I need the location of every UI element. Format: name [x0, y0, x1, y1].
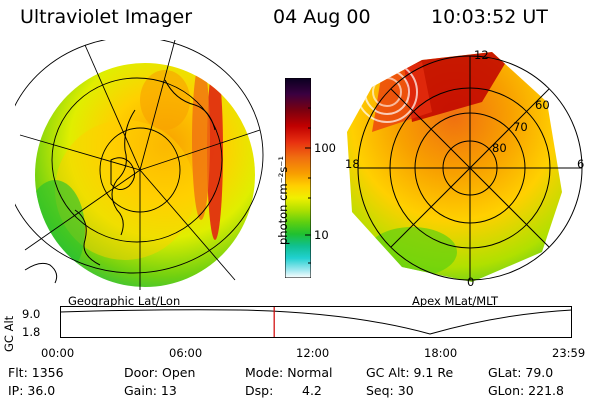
lat-label-80: 80	[492, 141, 507, 155]
mlt-label-6: 6	[577, 157, 585, 171]
mode-status: Mode: Normal	[245, 365, 333, 380]
timeline-x-tick-2359: 23:59	[552, 346, 586, 360]
geographic-auroral-image	[15, 40, 264, 290]
dsp-label: Dsp:	[245, 383, 274, 398]
apex-mlat-mlt-image	[347, 52, 583, 282]
mlt-label-12: 12	[474, 48, 489, 62]
geographic-latitude: GLat: 79.0	[488, 365, 554, 380]
sequence-number: Seq: 30	[366, 383, 414, 398]
flight-number: Flt: 1356	[8, 365, 64, 380]
timeline-x-tick-0600: 06:00	[169, 346, 203, 360]
lat-label-70: 70	[513, 120, 528, 134]
timeline-x-tick-0000: 00:00	[41, 346, 75, 360]
timeline-x-tick-1800: 18:00	[424, 346, 458, 360]
ip-value: IP: 36.0	[8, 383, 56, 398]
gc-altitude: GC Alt: 9.1 Re	[366, 365, 454, 380]
door-status: Door: Open	[124, 365, 196, 380]
geographic-longitude: GLon: 221.8	[488, 383, 564, 398]
timeline-y-tick-high: 9.0	[22, 307, 41, 321]
colorbar	[285, 78, 311, 278]
mlt-label-18: 18	[345, 157, 360, 171]
right-panel-label: Apex MLat/MLT	[412, 294, 499, 308]
lat-label-60: 60	[535, 98, 550, 112]
image-date: 04 Aug 00	[273, 6, 371, 28]
left-panel-label: Geographic Lat/Lon	[68, 294, 181, 308]
gain-value: Gain: 13	[124, 383, 177, 398]
image-time: 10:03:52 UT	[431, 6, 548, 28]
instrument-title: Ultraviolet Imager	[20, 6, 193, 28]
timeline-x-tick-1200: 12:00	[296, 346, 330, 360]
colorbar-tick-10: 10	[314, 228, 329, 242]
dsp-value: 4.2	[302, 383, 322, 398]
altitude-curve	[60, 309, 572, 335]
altitude-timeline	[60, 306, 572, 338]
mlt-label-0: 0	[467, 275, 475, 289]
timeline-axis-label: GC Alt	[2, 315, 16, 352]
timeline-y-tick-low: 1.8	[22, 325, 41, 339]
colorbar-unit-label: photon cm⁻²s⁻¹	[276, 156, 290, 245]
colorbar-tick-100: 100	[314, 141, 336, 155]
